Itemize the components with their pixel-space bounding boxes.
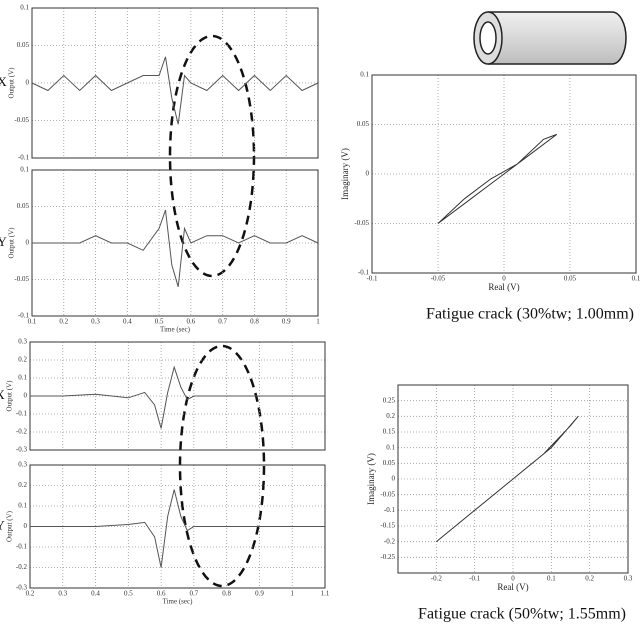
- x-tick-label: 1: [290, 590, 294, 598]
- y-tick-label: 0: [366, 170, 370, 178]
- y-tick-label: 0.1: [20, 166, 29, 174]
- x-axis-label: Real (V): [488, 282, 519, 292]
- y-axis-label: Imaginary (V): [340, 148, 350, 200]
- y-tick-label: -0.1: [358, 269, 370, 277]
- x-axis-label: Time (sec): [163, 598, 194, 606]
- y-tick-label: -0.05: [14, 275, 29, 283]
- data-line: [30, 365, 325, 429]
- plot-frame: [397, 384, 629, 574]
- y-tick-label: 0: [24, 392, 28, 400]
- x-tick-label: 0: [511, 575, 515, 583]
- y-tick-label: 0.2: [386, 412, 395, 420]
- x-axis-label: Time (sec): [160, 326, 191, 334]
- y-tick-label: -0.15: [380, 522, 395, 530]
- x-tick-label: 0.2: [59, 318, 68, 326]
- x-tick-label: -0.05: [431, 275, 446, 283]
- data-line: [437, 133, 558, 224]
- x-tick-label: -0.2: [431, 575, 443, 583]
- y-tick-label: 0.1: [360, 71, 369, 79]
- x-tick-label: -0.1: [469, 575, 481, 583]
- x-tick-label: 0.6: [157, 590, 166, 598]
- x-tick-label: 0.4: [123, 318, 132, 326]
- y-tick-label: -0.1: [18, 154, 30, 162]
- y-axis-label: Output (V): [8, 67, 16, 99]
- x-tick-label: 0.1: [28, 318, 37, 326]
- y-tick-label: 0: [26, 239, 30, 247]
- y-tick-label: 0.1: [18, 374, 27, 382]
- chart-caption: Fatigue crack (30%tw; 1.00mm): [426, 306, 634, 323]
- x-axis-label: Real (V): [497, 582, 528, 592]
- y-tick-label: 0.3: [18, 338, 27, 346]
- x-tick-label: 0.5: [155, 318, 164, 326]
- data-line: [32, 209, 319, 287]
- x-tick-label: 1.1: [321, 590, 330, 598]
- data-line: [435, 415, 579, 543]
- side-label: X: [0, 387, 5, 402]
- y-axis-label: Output (V): [6, 510, 14, 542]
- x-tick-label: 0.3: [58, 590, 67, 598]
- x-tick-label: 0.05: [564, 275, 577, 283]
- y-tick-label: 0.1: [18, 502, 27, 510]
- y-tick-label: 0.1: [386, 443, 395, 451]
- data-line: [30, 489, 325, 568]
- chart-caption: Fatigue crack (50%tw; 1.55mm): [418, 606, 626, 623]
- y-tick-label: -0.2: [16, 428, 28, 436]
- x-tick-label: 0.2: [585, 575, 594, 583]
- x-tick-label: 0.9: [255, 590, 264, 598]
- y-tick-label: 0.2: [18, 356, 27, 364]
- y-tick-label: 0.05: [357, 120, 370, 128]
- y-tick-label: -0.1: [16, 543, 28, 551]
- y-tick-label: -0.05: [380, 490, 395, 498]
- pipe-illustration: [473, 11, 627, 65]
- y-tick-label: 0.15: [383, 428, 396, 436]
- y-tick-label: 0: [392, 475, 396, 483]
- x-tick-label: 0.6: [187, 318, 196, 326]
- y-tick-label: 0.2: [18, 481, 27, 489]
- plot-frame: [371, 74, 637, 274]
- x-tick-label: 1: [316, 318, 320, 326]
- x-tick-label: 0.7: [218, 318, 227, 326]
- data-line: [31, 56, 319, 125]
- y-axis-label: Output (V): [6, 380, 14, 412]
- x-tick-label: 0.4: [91, 590, 100, 598]
- x-tick-label: 0.8: [222, 590, 231, 598]
- y-tick-label: -0.3: [16, 446, 28, 454]
- x-tick-label: 0.5: [124, 590, 133, 598]
- highlight-ellipse: [178, 344, 266, 588]
- side-label: Y: [0, 234, 7, 249]
- x-tick-label: 0.2: [26, 590, 35, 598]
- x-tick-label: 0.8: [250, 318, 259, 326]
- y-tick-label: 0: [24, 522, 28, 530]
- side-label: X: [0, 74, 7, 89]
- y-tick-label: -0.05: [354, 219, 369, 227]
- y-tick-label: 0.3: [18, 461, 27, 469]
- y-tick-label: 0.25: [383, 396, 396, 404]
- x-tick-label: -0.1: [366, 275, 378, 283]
- y-tick-label: 0.1: [20, 4, 29, 12]
- y-tick-label: 0.05: [383, 459, 396, 467]
- highlight-ellipse: [168, 34, 256, 278]
- y-tick-label: -0.1: [18, 312, 30, 320]
- y-axis-label: Imaginary (V): [366, 453, 376, 505]
- x-tick-label: 0: [502, 275, 506, 283]
- y-tick-label: 0.05: [17, 202, 30, 210]
- side-label: Y: [0, 517, 5, 532]
- y-tick-label: 0: [26, 79, 30, 87]
- y-tick-label: -0.25: [380, 553, 395, 561]
- y-tick-label: 0.05: [17, 41, 30, 49]
- y-axis-label: Output (V): [8, 227, 16, 259]
- x-tick-label: 0.7: [190, 590, 199, 598]
- y-tick-label: -0.2: [384, 537, 396, 545]
- y-tick-label: -0.05: [14, 116, 29, 124]
- x-tick-label: 0.3: [624, 575, 633, 583]
- x-tick-label: 0.1: [632, 275, 641, 283]
- x-tick-label: 0.9: [282, 318, 291, 326]
- y-tick-label: -0.1: [384, 506, 396, 514]
- y-tick-label: -0.1: [16, 410, 28, 418]
- x-tick-label: 0.1: [547, 575, 556, 583]
- y-tick-label: -0.3: [16, 584, 28, 592]
- x-tick-label: 0.3: [91, 318, 100, 326]
- y-tick-label: -0.2: [16, 563, 28, 571]
